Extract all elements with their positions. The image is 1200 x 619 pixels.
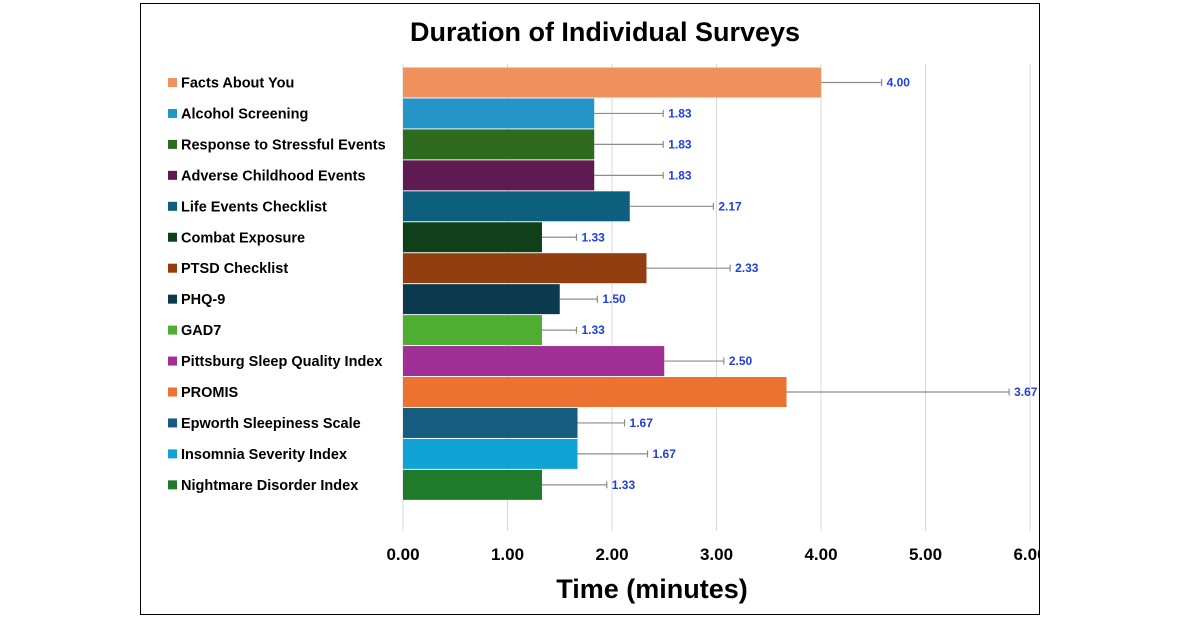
legend-label: PHQ-9 [181,292,225,308]
x-axis-label: Time (minutes) [556,574,748,604]
chart-title: Duration of Individual Surveys [410,17,800,47]
value-label: 2.50 [729,354,753,368]
x-axis-ticks: 0.00 1.00 2.00 3.00 4.00 5.00 6.00 [386,545,1039,564]
bar-chart: Duration of Individual Surveys 4.00 1.83 1… [168,17,1039,604]
value-labels: 4.00 1.83 1.83 1.83 2.17 1.33 2.33 1.50 1.33 2.50… [581,76,1037,492]
legend-swatch [168,232,177,242]
legend-swatch [168,78,177,87]
legend-swatch [168,170,177,180]
value-label: 1.83 [668,137,692,151]
value-label: 1.83 [668,106,692,120]
legend-label: Response to Stressful Events [181,137,386,153]
legend: Facts About You Alcohol Screening Response… [168,76,386,494]
value-label: 1.33 [581,323,605,337]
legend-label: Alcohol Screening [181,106,308,122]
legend-label: Life Events Checklist [181,199,327,215]
bar [403,222,542,253]
x-tick-label: 1.00 [491,545,524,564]
bar [403,191,630,222]
legend-swatch [168,263,177,273]
chart-frame: Duration of Individual Surveys 4.00 1.83 1… [140,3,1040,615]
legend-label: GAD7 [181,323,221,339]
bar [403,284,560,315]
legend-label: Combat Exposure [181,230,305,246]
value-label: 1.50 [602,292,626,306]
legend-label: Nightmare Disorder Index [181,478,358,494]
legend-swatch [168,356,177,366]
bar [403,377,787,407]
value-label: 3.67 [1014,385,1038,399]
legend-swatch [168,325,177,335]
x-tick-label: 5.00 [909,545,942,564]
legend-swatch [168,387,177,397]
legend-swatch [168,480,177,490]
legend-swatch [168,449,177,459]
legend-label: PTSD Checklist [181,261,288,277]
bar [403,67,821,98]
bar [403,346,665,377]
bar [403,315,542,346]
value-label: 2.33 [735,261,759,275]
bar [403,469,542,500]
value-label: 2.17 [718,199,742,213]
value-label: 1.67 [630,416,654,430]
bars [403,67,821,500]
value-label: 1.33 [612,478,636,492]
legend-label: Insomnia Severity Index [181,447,347,463]
bar [403,438,578,469]
bar [403,407,578,438]
legend-label: PROMIS [181,385,239,401]
legend-label: Epworth Sleepiness Scale [181,416,361,432]
value-label: 1.83 [668,168,692,182]
legend-swatch [168,201,177,211]
legend-label: Facts About You [181,76,294,92]
value-label: 1.67 [653,447,677,461]
x-tick-label: 3.00 [700,545,733,564]
x-tick-label: 4.00 [804,545,837,564]
value-label: 1.33 [581,230,605,244]
bar [403,160,595,191]
legend-swatch [168,294,177,304]
legend-swatch [168,418,177,428]
bar [403,98,595,129]
error-bars [541,79,1010,489]
legend-label: Pittsburg Sleep Quality Index [181,354,382,370]
legend-swatch [168,139,177,149]
bar [403,253,647,284]
x-tick-label: 2.00 [595,545,628,564]
bar [403,129,595,160]
x-tick-label: 6.00 [1013,545,1039,564]
legend-swatch [168,108,177,118]
value-label: 4.00 [887,76,911,90]
legend-label: Adverse Childhood Events [181,168,366,184]
x-tick-label: 0.00 [386,545,419,564]
